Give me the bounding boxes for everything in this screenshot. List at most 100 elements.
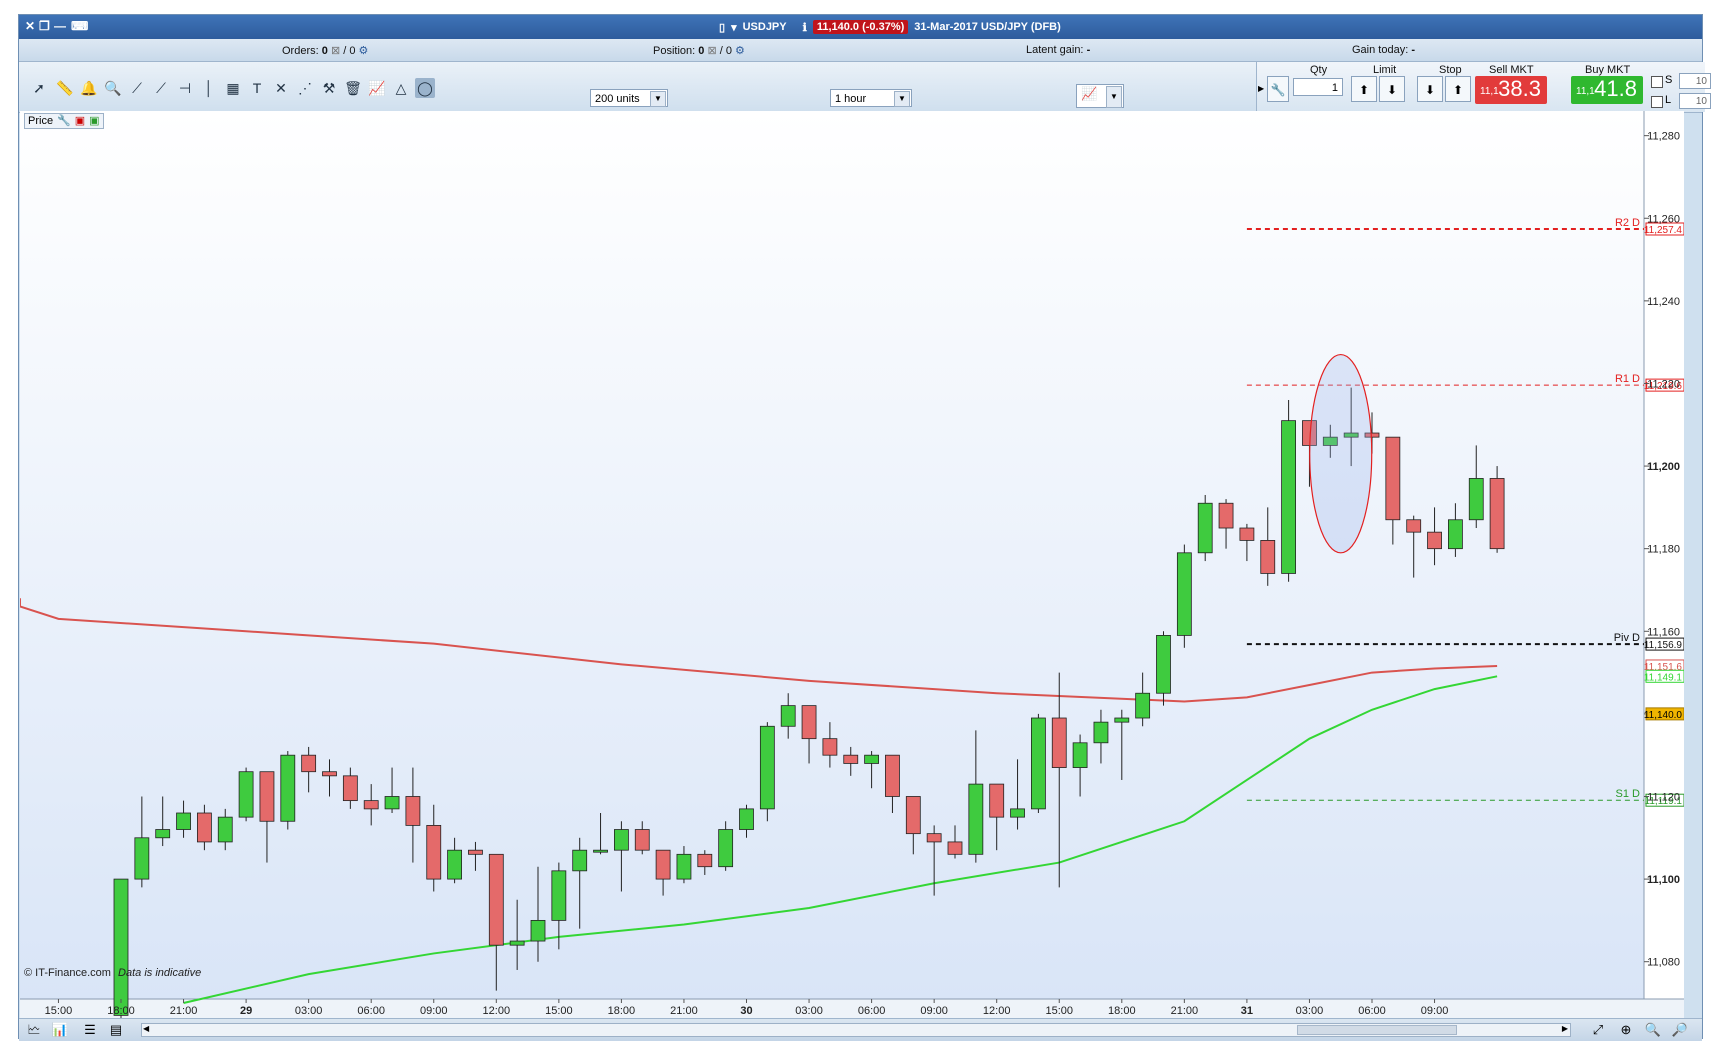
minimize-icon[interactable]: — bbox=[54, 19, 66, 33]
collapse-arrow-icon[interactable]: ▶ bbox=[1258, 84, 1265, 93]
indicator-icon[interactable]: ▦ bbox=[226, 80, 240, 96]
units-select-value: 200 units bbox=[595, 93, 640, 105]
zoom-out-icon[interactable]: 🔍 bbox=[1644, 1022, 1662, 1037]
candle-body bbox=[1468, 478, 1484, 521]
position-link-icon[interactable]: ⚙ bbox=[735, 45, 745, 57]
x-tick-label: 30 bbox=[740, 1005, 752, 1017]
fibonacci-icon[interactable]: ⋰ bbox=[298, 80, 312, 96]
chevron-down-icon[interactable]: ▼ bbox=[894, 91, 910, 107]
phone-icon[interactable]: ▯ bbox=[719, 21, 726, 34]
indicators-icon[interactable]: 📊 bbox=[51, 1022, 69, 1037]
scroll-left-icon[interactable]: ◀ bbox=[143, 1024, 150, 1033]
position-info: Position: 0 ⊠ / 0 ⚙ bbox=[653, 44, 745, 57]
text-tool-icon[interactable]: T bbox=[252, 80, 262, 96]
add-green-icon[interactable]: ▣ bbox=[89, 115, 100, 127]
gain-today-label: Gain today: bbox=[1352, 44, 1409, 56]
candle-body bbox=[113, 878, 129, 1016]
chevron-down-icon[interactable]: ▼ bbox=[1106, 86, 1122, 108]
candle-body bbox=[822, 738, 838, 756]
orders-link-icon[interactable]: ⚙ bbox=[358, 45, 369, 57]
value-tag bbox=[1645, 707, 1684, 721]
candle-body bbox=[655, 849, 671, 880]
limit-distance-input[interactable]: 10 bbox=[1679, 93, 1711, 109]
info-icon[interactable]: ℹ bbox=[802, 21, 807, 34]
x-tick-label: 21:00 bbox=[170, 1005, 198, 1017]
trendline-icon[interactable]: ⟋ bbox=[156, 80, 166, 96]
chart-canvas[interactable]: R2 D 11,257.4 R1 D 11,219.6 Piv D 11,156.9 S1 … bbox=[20, 111, 1684, 1019]
limit-checkbox[interactable] bbox=[1651, 96, 1663, 108]
pivot-level-tag bbox=[1645, 637, 1684, 651]
instrument-name[interactable]: USDJPY bbox=[742, 21, 787, 33]
gain-today-value: - bbox=[1411, 44, 1415, 56]
pivot-level-value: 11,119.1 bbox=[1645, 796, 1683, 807]
position-edit-icon[interactable]: ⊠ bbox=[707, 45, 717, 57]
stop-sell-button[interactable]: ⬆ bbox=[1445, 76, 1471, 102]
copyright-text: © IT-Finance.com bbox=[24, 967, 111, 979]
zoom-in-icon[interactable]: 🔎 bbox=[1671, 1022, 1689, 1037]
wrench-icon[interactable]: 🔧 bbox=[1267, 76, 1289, 102]
limit-sell-button[interactable]: ⬇ bbox=[1379, 76, 1405, 102]
qty-label: Qty bbox=[1310, 64, 1328, 76]
add-red-icon[interactable]: ▣ bbox=[74, 115, 86, 127]
keyboard-icon[interactable]: ⌨ bbox=[71, 19, 89, 33]
zoom-icon[interactable]: 🔍 bbox=[104, 80, 122, 96]
wrench-icon[interactable]: 🔧 bbox=[57, 115, 71, 127]
qty-input[interactable]: 1 bbox=[1293, 78, 1343, 96]
stop-buy-button[interactable]: ⬇ bbox=[1417, 76, 1443, 102]
candle-body bbox=[322, 771, 337, 777]
candle-body bbox=[551, 870, 567, 921]
y-tick-label: 11,240 bbox=[1647, 296, 1680, 308]
scroll-thumb[interactable] bbox=[1297, 1025, 1457, 1035]
sell-market-button[interactable]: 11,1 38.3 bbox=[1475, 76, 1547, 104]
y-tick-label: 11,200 bbox=[1647, 461, 1680, 473]
stop-distance-input[interactable]: 10 bbox=[1679, 73, 1711, 89]
ellipse-tool-icon[interactable]: ◯ bbox=[415, 78, 435, 98]
price-chart[interactable]: R2 D 11,257.4 R1 D 11,219.6 Piv D 11,156.9 S1 … bbox=[20, 111, 1684, 1019]
candle-body bbox=[1135, 692, 1151, 719]
stop-checkbox[interactable] bbox=[1651, 76, 1663, 88]
chevron-down-icon[interactable]: ▼ bbox=[650, 91, 666, 107]
candle-body bbox=[968, 783, 984, 855]
scroll-right-icon[interactable]: ▶ bbox=[1561, 1024, 1568, 1033]
price-panel-tag[interactable]: Price 🔧 ▣ ▣ bbox=[24, 113, 104, 129]
close-icon[interactable]: ✕ bbox=[25, 19, 36, 33]
zoom-area-icon[interactable]: ⤢ bbox=[1592, 1022, 1604, 1037]
segment-icon[interactable]: ⟋ bbox=[132, 80, 142, 96]
chart-refresh-icon[interactable]: 🗠 bbox=[27, 1022, 41, 1037]
candle-body bbox=[488, 853, 504, 946]
alert-bell-icon[interactable]: 🔔 bbox=[80, 80, 98, 96]
layout-icon[interactable]: ▤ bbox=[109, 1022, 123, 1037]
value-tag-label: 11,140.0 bbox=[1644, 710, 1683, 721]
zoom-fit-icon[interactable]: ⊕ bbox=[1620, 1022, 1632, 1037]
date-label: 31-Mar-2017 USD/JPY (DFB) bbox=[914, 21, 1061, 33]
instrument-dropdown-icon[interactable]: ▾ bbox=[731, 21, 737, 34]
restore-icon[interactable]: ❐ bbox=[39, 19, 50, 33]
ruler-icon[interactable]: 📏 bbox=[56, 80, 74, 96]
chart-type-icon[interactable]: 📈 bbox=[368, 80, 386, 96]
candle-body bbox=[718, 829, 734, 868]
candle-body bbox=[447, 849, 463, 880]
limit-buy-button[interactable]: ⬆ bbox=[1351, 76, 1377, 102]
units-select[interactable]: 200 units ▼ bbox=[590, 89, 668, 107]
candle-body bbox=[342, 775, 358, 802]
copyright-note: © IT-Finance.com Data is indicative bbox=[24, 967, 201, 979]
tools-icon[interactable]: ⚒ bbox=[322, 80, 336, 96]
channel-icon[interactable]: ✕ bbox=[275, 80, 287, 96]
timeframe-select[interactable]: 1 hour ▼ bbox=[830, 89, 912, 107]
trash-icon[interactable]: 🗑 bbox=[344, 80, 362, 96]
triangle-icon[interactable]: △ bbox=[395, 80, 407, 96]
candle-body bbox=[384, 796, 400, 810]
vertical-line-icon[interactable]: │ bbox=[204, 80, 214, 96]
horizontal-line-icon[interactable]: ⊣ bbox=[178, 80, 192, 96]
candle-body bbox=[1406, 519, 1422, 533]
pointer-icon[interactable]: ➚ bbox=[33, 80, 45, 96]
candle-body bbox=[1281, 420, 1296, 574]
candle-body bbox=[363, 800, 379, 810]
chart-style-select[interactable]: 📈 ▼ bbox=[1076, 84, 1124, 108]
candle-body bbox=[1343, 432, 1359, 438]
orders-edit-icon[interactable]: ⊠ bbox=[330, 45, 341, 57]
chart-scrollbar[interactable]: ◀ ▶ bbox=[141, 1023, 1571, 1037]
list-icon[interactable]: ☰ bbox=[84, 1022, 96, 1037]
buy-market-button[interactable]: 11,1 41.8 bbox=[1571, 76, 1643, 104]
trade-panel: ▶ 🔧 Qty 1 Limit ⬆ ⬇ Stop ⬇ ⬆ Sell MKT 11… bbox=[1256, 62, 1711, 112]
